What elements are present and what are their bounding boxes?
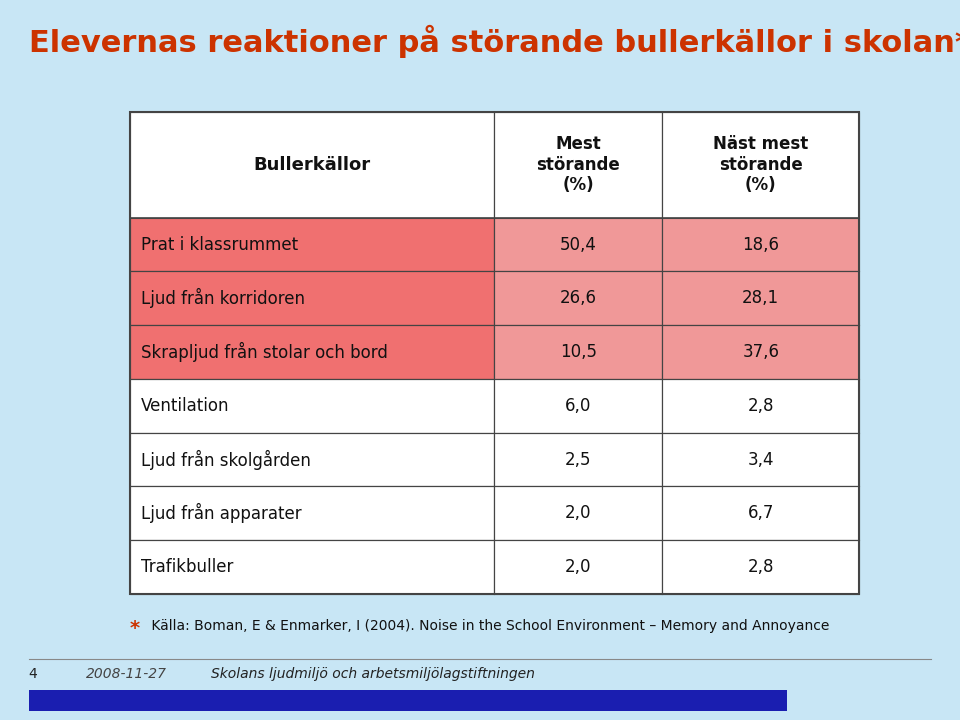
Text: 2,8: 2,8 (748, 397, 774, 415)
Text: 26,6: 26,6 (560, 289, 597, 307)
Text: 18,6: 18,6 (742, 235, 780, 253)
Text: 37,6: 37,6 (742, 343, 780, 361)
FancyBboxPatch shape (494, 112, 662, 217)
FancyBboxPatch shape (130, 325, 494, 379)
FancyBboxPatch shape (130, 540, 494, 594)
FancyBboxPatch shape (494, 540, 662, 594)
Text: Näst mest
störande
(%): Näst mest störande (%) (713, 135, 808, 194)
FancyBboxPatch shape (662, 433, 859, 487)
FancyBboxPatch shape (494, 217, 662, 271)
FancyBboxPatch shape (662, 217, 859, 271)
Text: 6,0: 6,0 (565, 397, 591, 415)
Text: Trafikbuller: Trafikbuller (141, 558, 233, 576)
Text: Skrapljud från stolar och bord: Skrapljud från stolar och bord (141, 342, 388, 362)
Text: 2,0: 2,0 (565, 505, 591, 523)
Text: 28,1: 28,1 (742, 289, 780, 307)
Text: Ljud från skolgården: Ljud från skolgården (141, 449, 311, 469)
Text: 6,7: 6,7 (748, 505, 774, 523)
FancyBboxPatch shape (130, 271, 494, 325)
FancyBboxPatch shape (494, 271, 662, 325)
FancyBboxPatch shape (662, 379, 859, 433)
FancyBboxPatch shape (494, 487, 662, 540)
Text: Ljud från apparater: Ljud från apparater (141, 503, 301, 523)
Text: 2008-11-27: 2008-11-27 (86, 667, 167, 681)
FancyBboxPatch shape (662, 540, 859, 594)
Text: Skolans ljudmiljö och arbetsmiljölagstiftningen: Skolans ljudmiljö och arbetsmiljölagstif… (211, 667, 535, 681)
FancyBboxPatch shape (494, 433, 662, 487)
FancyBboxPatch shape (130, 487, 494, 540)
FancyBboxPatch shape (494, 325, 662, 379)
Text: Prat i klassrummet: Prat i klassrummet (141, 235, 299, 253)
Text: Ventilation: Ventilation (141, 397, 229, 415)
FancyBboxPatch shape (130, 217, 494, 271)
FancyBboxPatch shape (662, 271, 859, 325)
FancyBboxPatch shape (494, 379, 662, 433)
Text: 4: 4 (29, 667, 37, 681)
Text: Ljud från korridoren: Ljud från korridoren (141, 288, 305, 308)
Text: 10,5: 10,5 (560, 343, 597, 361)
Text: 2,0: 2,0 (565, 558, 591, 576)
FancyBboxPatch shape (662, 112, 859, 217)
Text: Bullerkällor: Bullerkällor (253, 156, 371, 174)
FancyBboxPatch shape (130, 433, 494, 487)
FancyBboxPatch shape (130, 379, 494, 433)
Text: Källa: Boman, E & Enmarker, I (2004). Noise in the School Environment – Memory a: Källa: Boman, E & Enmarker, I (2004). No… (147, 619, 829, 633)
Text: Mest
störande
(%): Mest störande (%) (537, 135, 620, 194)
FancyBboxPatch shape (130, 112, 494, 217)
Text: *: * (130, 619, 140, 638)
FancyBboxPatch shape (29, 690, 787, 711)
Text: 50,4: 50,4 (560, 235, 597, 253)
Text: 2,5: 2,5 (565, 451, 591, 469)
FancyBboxPatch shape (662, 325, 859, 379)
Text: 3,4: 3,4 (748, 451, 774, 469)
FancyBboxPatch shape (662, 487, 859, 540)
Text: 2,8: 2,8 (748, 558, 774, 576)
Text: Elevernas reaktioner på störande bullerkällor i skolan*: Elevernas reaktioner på störande bullerk… (29, 25, 960, 58)
